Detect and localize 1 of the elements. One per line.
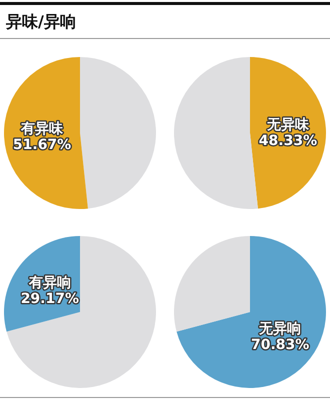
chart-title: 异味/异响 [5, 12, 76, 31]
